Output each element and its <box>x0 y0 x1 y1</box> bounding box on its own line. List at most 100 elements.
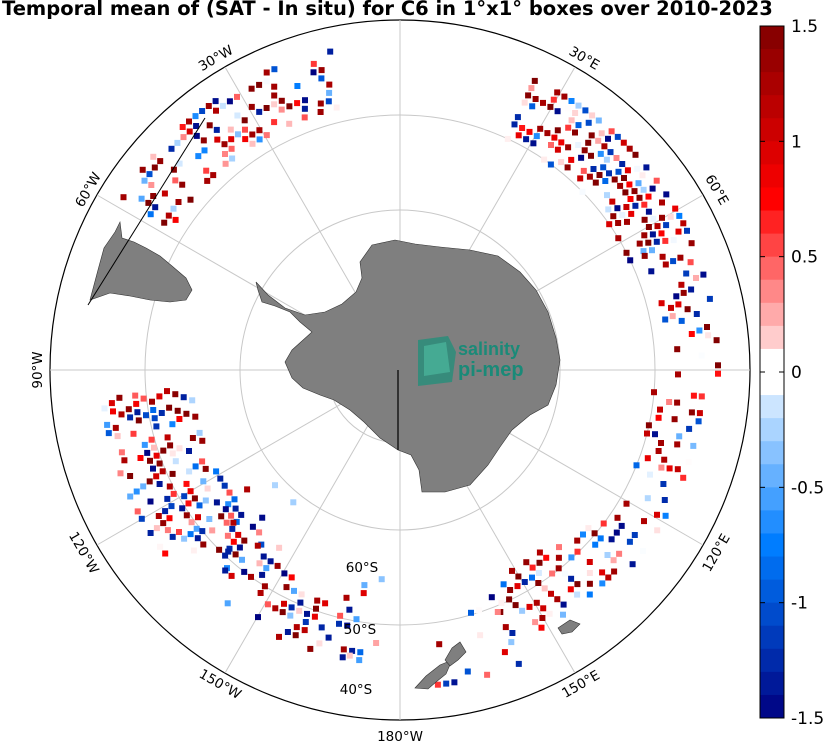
data-cell <box>521 579 528 585</box>
data-cell <box>602 178 609 184</box>
data-cell <box>233 518 240 525</box>
data-cell <box>611 176 618 183</box>
data-cell <box>686 425 693 432</box>
data-cell <box>515 573 522 580</box>
data-cell <box>700 271 707 278</box>
data-cell <box>526 128 533 135</box>
data-cell <box>613 529 620 536</box>
data-cell <box>167 442 174 449</box>
data-cell <box>276 544 283 551</box>
data-cell <box>666 465 673 472</box>
data-cell <box>544 130 551 137</box>
colorbar-band <box>760 694 784 719</box>
data-cell <box>690 392 697 399</box>
data-cell <box>530 140 537 147</box>
data-cell <box>272 605 279 612</box>
data-cell <box>590 166 597 172</box>
data-cell <box>585 119 592 126</box>
data-cell <box>451 679 458 686</box>
data-cell <box>662 237 669 244</box>
data-cell <box>274 562 281 569</box>
data-cell <box>650 215 657 222</box>
data-cell <box>256 136 263 143</box>
data-cell <box>318 624 325 631</box>
data-cell <box>302 619 309 625</box>
data-cell <box>336 620 342 627</box>
data-cell <box>186 448 192 454</box>
data-cell <box>636 240 643 247</box>
data-cell <box>217 475 224 482</box>
data-cell <box>508 639 515 646</box>
data-cell <box>547 103 554 110</box>
data-cell <box>153 452 160 459</box>
data-cell <box>260 553 267 560</box>
data-cell <box>150 465 156 472</box>
data-cell <box>134 508 141 515</box>
data-cell <box>668 304 674 311</box>
data-cell <box>180 394 187 401</box>
colorbar-band <box>760 348 784 373</box>
data-cell <box>263 78 270 85</box>
data-cell <box>655 448 662 454</box>
data-cell <box>579 188 586 195</box>
data-cell <box>146 171 153 178</box>
data-cell <box>514 583 521 590</box>
data-cell <box>623 249 630 256</box>
data-cell <box>585 525 592 532</box>
data-cell <box>234 112 241 119</box>
data-cell <box>114 433 121 440</box>
colorbar-band <box>760 418 784 442</box>
data-cell <box>160 447 167 454</box>
data-cell <box>675 301 682 308</box>
data-cell <box>130 430 137 437</box>
data-cell <box>152 204 159 211</box>
data-cell <box>685 459 692 465</box>
south-america <box>89 220 193 303</box>
data-cell <box>595 137 602 144</box>
data-cell <box>310 69 317 76</box>
data-cell <box>568 117 575 124</box>
data-cell <box>276 633 282 640</box>
data-cell <box>488 594 495 601</box>
data-cell <box>613 155 620 161</box>
data-cell <box>224 600 231 607</box>
data-cell <box>591 530 598 537</box>
data-cell <box>225 501 232 508</box>
data-cell <box>166 515 173 522</box>
data-cell <box>678 281 685 288</box>
data-cell <box>654 223 661 230</box>
data-cell <box>529 103 536 110</box>
data-cell <box>436 641 443 648</box>
data-cell <box>281 600 287 607</box>
data-cell <box>158 410 165 416</box>
data-cell <box>610 557 617 564</box>
data-cell <box>645 239 652 246</box>
data-cell <box>206 122 213 129</box>
data-cell <box>162 508 169 515</box>
data-cell <box>272 482 278 489</box>
data-cell <box>580 531 586 538</box>
data-cell <box>353 616 360 623</box>
data-cell <box>512 602 519 609</box>
colorbar-band <box>760 325 784 350</box>
data-cell <box>212 98 219 105</box>
data-cell <box>291 587 297 594</box>
data-cell <box>160 520 167 527</box>
data-cell <box>698 393 705 400</box>
data-cell <box>242 136 249 143</box>
data-cell <box>673 293 680 300</box>
data-cell <box>290 499 297 506</box>
data-cell <box>547 161 554 168</box>
colorbar: 1.5 1 0.5 0 -0.5 -1 -1.5 <box>759 17 824 729</box>
data-cell <box>286 120 293 127</box>
colorbar-band <box>760 141 784 165</box>
data-cell <box>631 532 638 538</box>
data-cell <box>540 99 546 106</box>
data-cell <box>298 591 305 598</box>
data-cell <box>604 552 611 558</box>
data-cell <box>138 515 145 522</box>
data-cell <box>151 164 158 171</box>
data-cell <box>346 652 353 659</box>
colorbar-tick-label: 1.5 <box>791 17 818 37</box>
data-cell <box>248 573 254 580</box>
